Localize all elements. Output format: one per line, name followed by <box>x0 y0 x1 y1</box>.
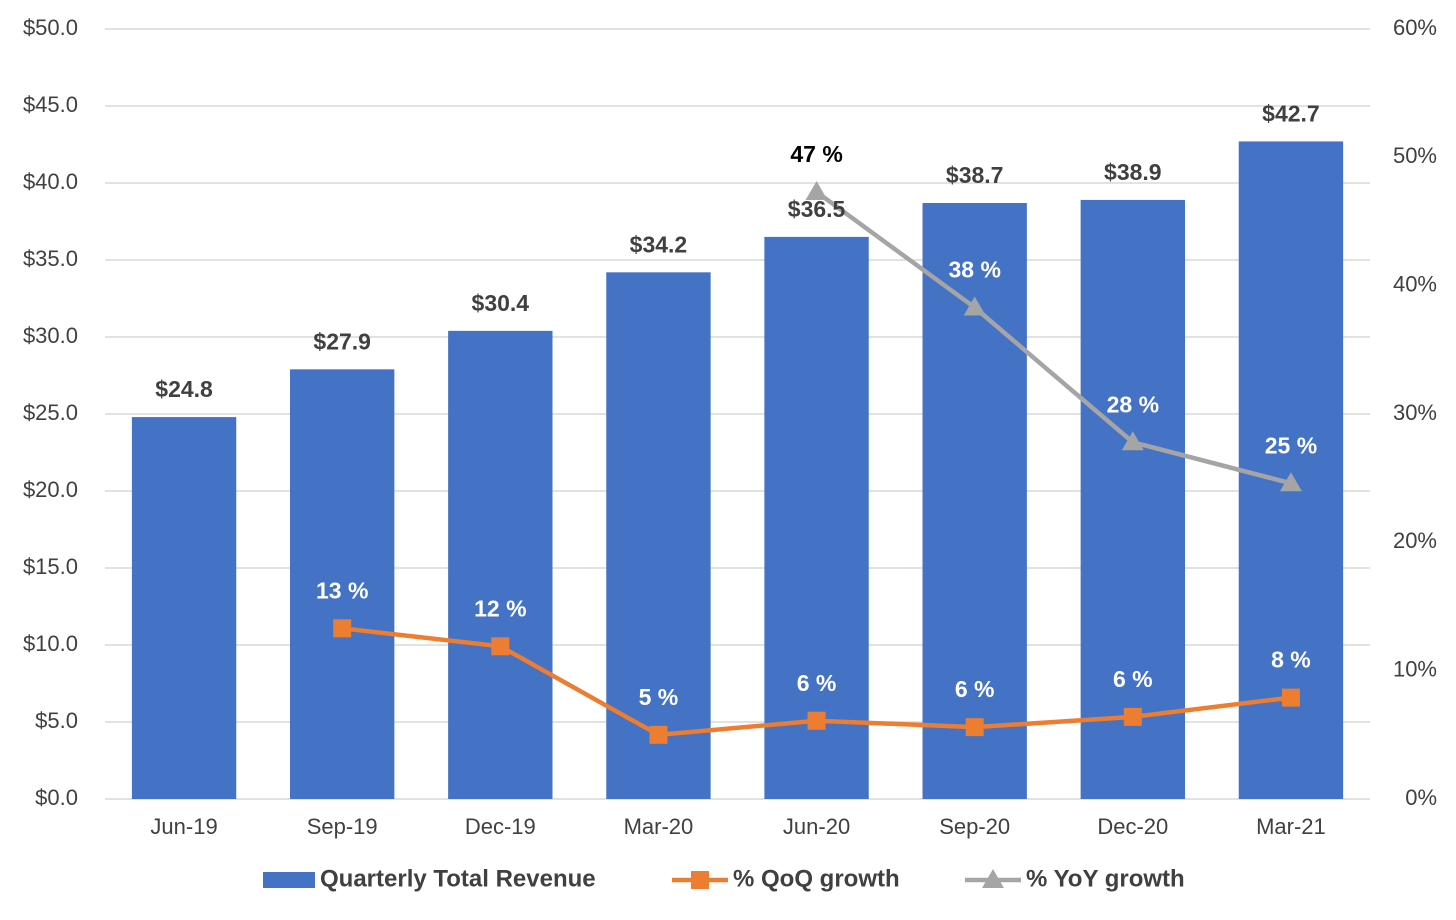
data-label: $38.7 <box>946 162 1004 188</box>
line-marker <box>965 718 984 737</box>
y2-tick-label: 30% <box>1393 400 1437 425</box>
bar <box>131 417 237 799</box>
y2-tick-label: 20% <box>1393 528 1437 553</box>
data-label: $38.9 <box>1104 159 1162 185</box>
x-tick-label: Dec-20 <box>1097 814 1168 839</box>
legend-label: % YoY growth <box>1026 865 1185 892</box>
data-label: 13 % <box>316 577 368 603</box>
x-tick-label: Sep-19 <box>307 814 378 839</box>
bar <box>606 272 711 799</box>
y-tick-label: $15.0 <box>23 554 78 579</box>
x-tick-label: Jun-20 <box>783 814 850 839</box>
data-label: 12 % <box>474 595 526 621</box>
data-label: $36.5 <box>788 196 846 222</box>
y2-tick-label: 50% <box>1393 143 1437 168</box>
legend-marker <box>691 871 709 889</box>
line-marker <box>1123 707 1142 726</box>
line-marker <box>963 296 986 316</box>
data-label: 6 % <box>1113 666 1153 692</box>
y2-tick-label: 60% <box>1393 15 1437 40</box>
data-label: 6 % <box>797 670 837 696</box>
y2-tick-label: 0% <box>1405 785 1437 810</box>
line <box>815 190 1292 486</box>
line-marker <box>491 637 510 656</box>
line-marker <box>807 711 826 730</box>
line-marker <box>1121 431 1144 451</box>
line-marker <box>1279 472 1302 492</box>
y-tick-label: $40.0 <box>23 169 78 194</box>
y-tick-label: $0.0 <box>35 785 78 810</box>
y-tick-label: $30.0 <box>23 323 78 348</box>
data-label: 47 % <box>790 141 842 167</box>
y-tick-label: $10.0 <box>23 631 78 656</box>
legend-label: % QoQ growth <box>733 865 900 892</box>
bar <box>922 203 1027 799</box>
bar <box>1080 199 1185 799</box>
data-label: $34.2 <box>630 231 688 257</box>
data-label: 28 % <box>1107 391 1159 417</box>
data-label: $42.7 <box>1262 100 1320 126</box>
y-tick-label: $20.0 <box>23 477 78 502</box>
line-marker <box>805 180 828 200</box>
y-tick-label: $50.0 <box>23 15 78 40</box>
line-marker <box>649 725 668 744</box>
data-label: 6 % <box>955 676 995 702</box>
data-label: 38 % <box>948 257 1000 283</box>
legend-swatch <box>263 872 315 888</box>
legend-marker <box>982 869 1004 888</box>
y-tick-label: $5.0 <box>35 708 78 733</box>
y2-tick-label: 10% <box>1393 656 1437 681</box>
line-marker <box>1281 688 1300 707</box>
y-tick-label: $35.0 <box>23 246 78 271</box>
x-tick-label: Mar-20 <box>624 814 694 839</box>
y-tick-label: $25.0 <box>23 400 78 425</box>
x-tick-label: Jun-19 <box>150 814 217 839</box>
data-label: $24.8 <box>155 376 213 402</box>
y-tick-label: $45.0 <box>23 92 78 117</box>
bar <box>448 330 553 799</box>
y2-tick-label: 40% <box>1393 271 1437 296</box>
x-tick-label: Mar-21 <box>1256 814 1326 839</box>
line-marker <box>333 619 352 638</box>
data-label: 25 % <box>1265 432 1317 458</box>
bar <box>764 236 869 799</box>
data-label: 8 % <box>1271 647 1311 673</box>
x-tick-label: Dec-19 <box>465 814 536 839</box>
data-label: 5 % <box>639 684 679 710</box>
x-tick-label: Sep-20 <box>939 814 1010 839</box>
bar <box>290 369 395 799</box>
data-label: $27.9 <box>313 328 371 354</box>
legend-label: Quarterly Total Revenue <box>320 865 596 892</box>
data-label: $30.4 <box>472 290 530 316</box>
